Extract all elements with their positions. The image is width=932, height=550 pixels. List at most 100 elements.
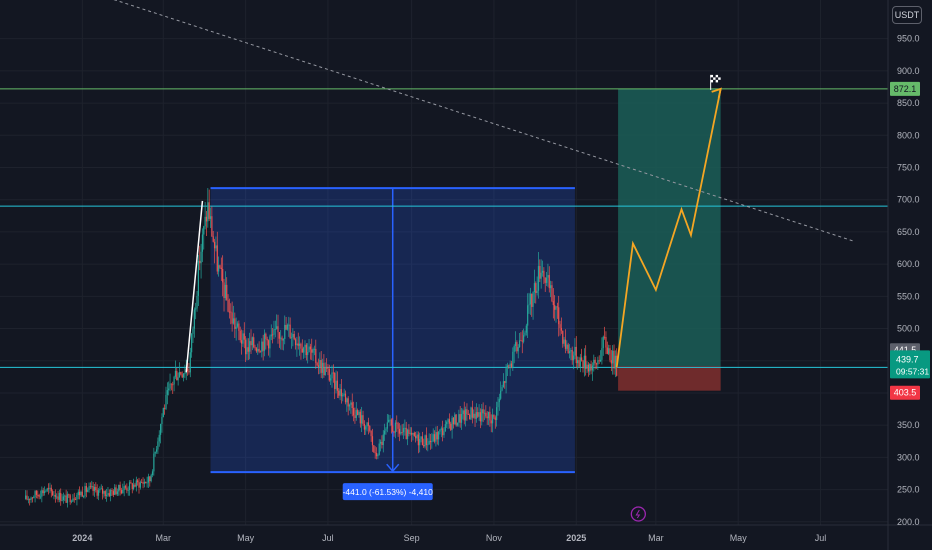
candle-body	[560, 327, 563, 331]
candle-body	[176, 370, 178, 381]
candle-body	[464, 409, 467, 421]
candle-body	[209, 216, 212, 219]
flag-cell	[715, 77, 719, 80]
candle-body	[53, 494, 55, 496]
candle-body	[289, 324, 291, 339]
candle-body	[494, 417, 496, 420]
x-tick-label: Nov	[486, 533, 503, 543]
candle-body	[162, 408, 164, 418]
flag-cell	[718, 77, 721, 80]
candle-body	[431, 441, 433, 443]
candle-body	[284, 324, 286, 339]
candle-body	[46, 488, 48, 491]
candle-body	[73, 498, 75, 500]
candle-body	[559, 324, 561, 328]
candle-body	[60, 492, 62, 501]
candle-body	[544, 277, 546, 283]
candle-body	[147, 476, 150, 483]
candle-body	[517, 347, 519, 352]
candle-body	[570, 350, 572, 352]
candle-body	[479, 412, 482, 422]
candle-body	[239, 330, 241, 341]
candle-body	[412, 432, 414, 435]
candle-body	[442, 428, 444, 436]
candle-body	[27, 499, 29, 500]
candle-body	[486, 416, 488, 419]
flag-cell	[718, 79, 721, 83]
countdown-label: 09:57:31	[896, 366, 929, 376]
currency-unit-badge[interactable]: USDT	[892, 6, 922, 24]
candle-body	[487, 411, 490, 419]
candle-body	[571, 350, 573, 361]
candle-body	[111, 490, 113, 492]
candle-body	[363, 423, 365, 430]
y-tick-label: 500.0	[897, 324, 920, 334]
candle-body	[575, 346, 577, 364]
candle-body	[230, 311, 232, 313]
y-tick-label: 250.0	[897, 485, 920, 495]
x-tick-label: 2025	[566, 533, 586, 543]
candle-body	[255, 348, 258, 352]
candle-body	[285, 324, 287, 330]
candle-body	[80, 491, 82, 496]
candle-body	[550, 285, 552, 289]
candle-body	[236, 323, 239, 327]
x-tick-label: Jul	[815, 533, 827, 543]
candle-body	[159, 424, 162, 435]
projection-arrow-head	[711, 87, 722, 99]
candle-body	[150, 475, 152, 482]
candle-body	[180, 372, 182, 375]
candle-body	[37, 494, 39, 496]
candle-body	[496, 407, 498, 420]
candle-body	[58, 492, 60, 500]
candle-body	[249, 341, 251, 352]
candle-body	[471, 407, 473, 418]
candle-body	[224, 284, 226, 299]
candle-body	[555, 306, 557, 310]
candle-body	[177, 377, 179, 381]
candle-body	[382, 434, 384, 446]
candle-body	[525, 325, 527, 333]
candle-body	[346, 398, 348, 403]
candle-body	[65, 495, 67, 503]
candle-body	[612, 350, 614, 364]
candle-body	[200, 251, 202, 264]
flag-cell	[713, 74, 716, 78]
candle-body	[211, 216, 213, 237]
candle-body	[520, 340, 522, 342]
candle-body	[261, 341, 263, 352]
candle-body	[174, 370, 177, 377]
candle-body	[81, 491, 83, 497]
candle-body	[477, 412, 479, 417]
candle-body	[220, 267, 222, 269]
candle-body	[527, 305, 529, 326]
candle-body	[595, 363, 598, 365]
candle-body	[246, 347, 248, 355]
candle-body	[290, 337, 293, 339]
candle-body	[93, 487, 96, 491]
candle-body	[316, 362, 318, 366]
candle-body	[215, 245, 217, 249]
flag-cell	[713, 77, 716, 80]
candle-body	[34, 491, 36, 498]
candle-body	[446, 422, 448, 425]
candle-body	[321, 362, 324, 373]
candle-body	[425, 435, 428, 446]
candle-body	[103, 491, 105, 494]
candle-body	[208, 202, 210, 219]
candle-body	[340, 389, 343, 397]
candle-body	[500, 390, 502, 399]
candle-body	[100, 488, 102, 490]
candle-body	[388, 419, 390, 423]
candle-body	[70, 501, 73, 503]
candle-body	[114, 487, 116, 495]
candle-body	[556, 306, 558, 308]
candle-body	[195, 308, 197, 310]
candle-body	[396, 422, 398, 424]
candle-body	[319, 360, 321, 367]
candle-body	[343, 393, 345, 395]
candle-body	[359, 411, 361, 424]
